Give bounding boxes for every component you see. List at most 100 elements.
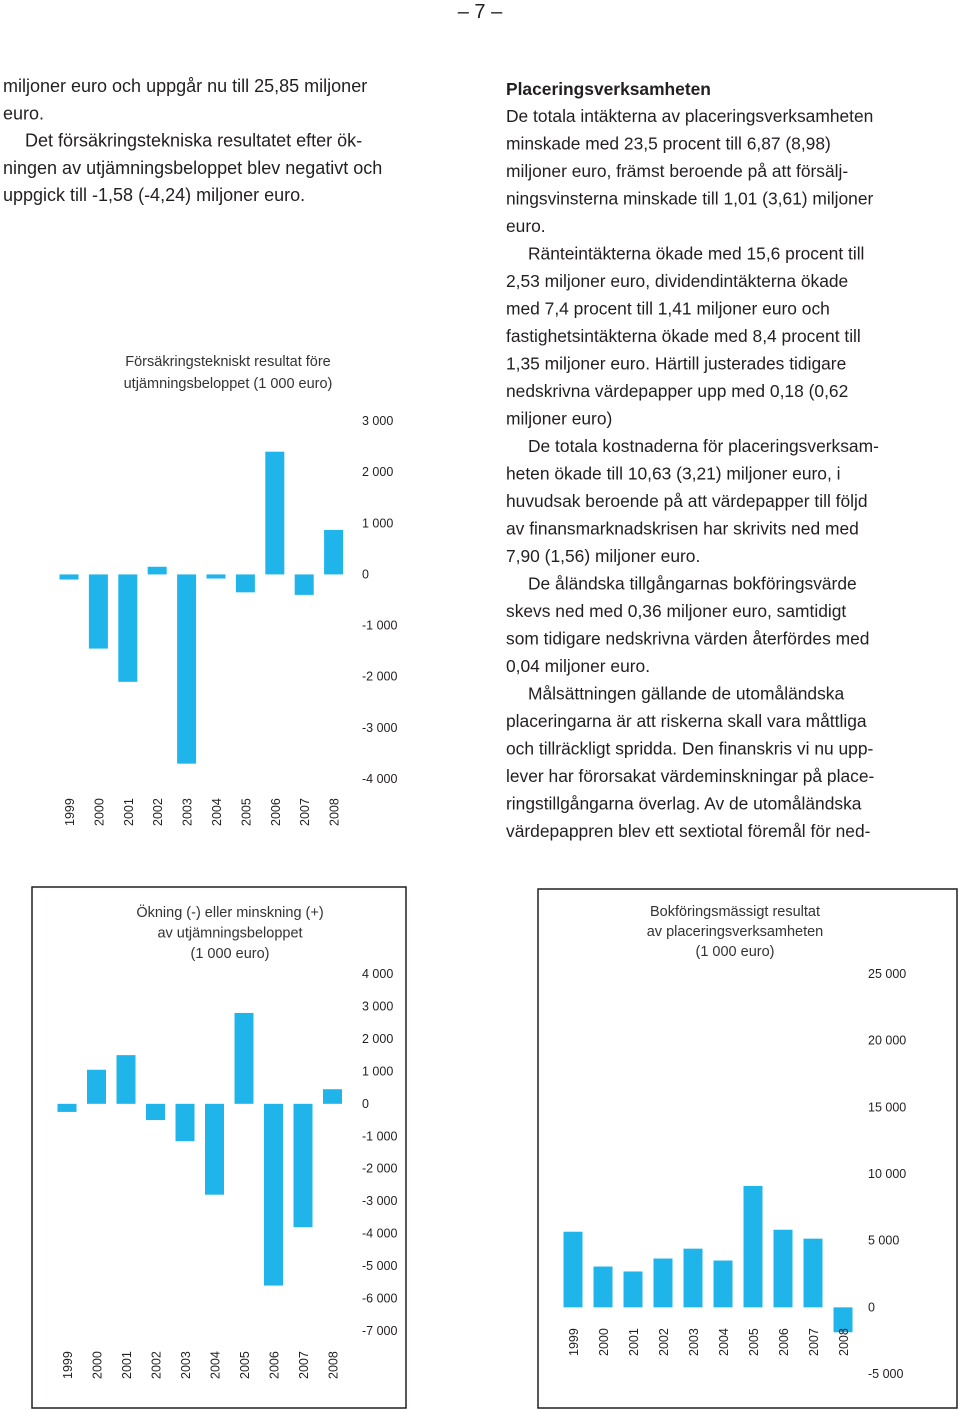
paragraph-line: ningen av utjämningsbeloppet blev negati…	[3, 158, 382, 178]
x-tick-label: 2000	[92, 798, 106, 826]
bar	[175, 1103, 195, 1142]
y-tick-label: -6 000	[362, 1292, 397, 1306]
section-heading: Placeringsverksamheten	[506, 79, 711, 99]
bar	[88, 574, 108, 649]
paragraph-line: 2,53 miljoner euro, dividendintäkterna ö…	[506, 271, 848, 291]
x-tick-label: 2002	[151, 798, 165, 826]
y-tick-label: 25 000	[868, 967, 906, 981]
bar	[293, 1103, 313, 1228]
paragraph-line: De totala intäkterna av placeringsverksa…	[506, 106, 873, 126]
x-tick-label: 2001	[120, 1351, 134, 1379]
x-tick-label: 1999	[63, 798, 77, 826]
paragraph-line: ningsvinsterna minskade till 1,01 (3,61)…	[506, 189, 874, 209]
x-tick-label: 2004	[210, 798, 224, 826]
bar	[87, 1069, 106, 1104]
bar	[116, 1055, 136, 1104]
x-tick-label: 2007	[298, 798, 312, 826]
chart-title: av placeringsverksamheten	[647, 924, 824, 940]
bar	[177, 574, 197, 764]
bar	[713, 1260, 733, 1308]
y-tick-label: -2 000	[362, 1162, 397, 1176]
y-tick-label: 1 000	[362, 516, 393, 530]
bar	[593, 1266, 613, 1308]
paragraph-line: Ränteintäkterna ökade med 15,6 procent t…	[528, 244, 864, 264]
x-tick-label: 2005	[238, 1351, 252, 1379]
y-tick-label: 5 000	[868, 1234, 899, 1248]
bar	[147, 566, 167, 575]
y-tick-label: -5 000	[362, 1259, 397, 1273]
y-tick-label: 0	[362, 567, 369, 581]
chart-frame	[537, 888, 958, 1409]
paragraph-line: miljoner euro, främst beroende på att fö…	[506, 161, 848, 181]
y-tick-label: 2 000	[362, 465, 393, 479]
chart-title: Ökning (-) eller minskning (+)	[136, 903, 323, 921]
x-tick-label: 2002	[657, 1328, 671, 1356]
y-tick-label: 1 000	[362, 1064, 393, 1078]
y-tick-label: -4 000	[362, 772, 397, 786]
paragraph-line: ringstillgångarna överlag. Av de utomålä…	[506, 794, 862, 814]
paragraph-line: med 7,4 procent till 1,41 miljoner euro …	[506, 299, 830, 319]
paragraph-line: De totala kostnaderna för placeringsverk…	[528, 436, 879, 456]
x-tick-label: 2001	[627, 1328, 641, 1356]
x-tick-label: 2004	[209, 1351, 223, 1379]
x-tick-label: 2002	[150, 1351, 164, 1379]
x-tick-label: 1999	[567, 1328, 581, 1356]
paragraph-line: 0,04 miljoner euro.	[506, 656, 650, 676]
chart-title: (1 000 euro)	[696, 944, 775, 960]
paragraph-line: Det försäkringstekniska resultatet efter…	[25, 131, 362, 151]
bar	[57, 1103, 77, 1112]
bar	[118, 574, 138, 682]
bar	[653, 1258, 673, 1308]
x-tick-label: 2003	[181, 798, 195, 826]
paragraph-line: euro.	[506, 216, 546, 236]
y-tick-label: 4 000	[362, 967, 393, 981]
x-tick-label: 2006	[268, 1351, 282, 1379]
bar	[206, 574, 226, 579]
x-tick-label: 2003	[687, 1328, 701, 1356]
bar	[623, 1271, 643, 1308]
y-tick-label: -5 000	[868, 1367, 903, 1381]
paragraph-line: som tidigare nedskrivna värden återförde…	[506, 629, 869, 649]
chart-title: Försäkringstekniskt resultat före	[125, 354, 331, 370]
y-tick-label: 3 000	[362, 414, 393, 428]
y-tick-label: -3 000	[362, 1194, 397, 1208]
bar	[683, 1248, 703, 1308]
x-tick-label: 2005	[239, 798, 253, 826]
paragraph-line: och tillräckligt spridda. Den finanskris…	[506, 739, 874, 759]
bar	[264, 1103, 283, 1286]
x-tick-label: 2000	[91, 1351, 105, 1379]
x-tick-label: 2000	[597, 1328, 611, 1356]
y-tick-label: -1 000	[362, 1129, 397, 1143]
x-tick-label: 2006	[777, 1328, 791, 1356]
paragraph-line: fastighetsintäkterna ökade med 8,4 proce…	[506, 326, 861, 346]
bar	[205, 1103, 224, 1195]
paragraph-line: värdepappren blev ett sextiotal föremål …	[506, 821, 871, 841]
y-tick-label: 10 000	[868, 1167, 906, 1181]
y-tick-label: 0	[868, 1300, 875, 1314]
paragraph-line: av finansmarknadskrisen har skrivits ned…	[506, 519, 859, 539]
y-tick-label: -1 000	[362, 619, 397, 633]
paragraph-line: heten ökade till 10,63 (3,21) miljoner e…	[506, 464, 840, 484]
bar	[234, 1012, 254, 1104]
x-tick-label: 2008	[327, 1351, 341, 1379]
bar	[323, 1089, 342, 1104]
x-tick-label: 2004	[717, 1328, 731, 1356]
chart-frame	[31, 886, 407, 1409]
paragraph-line: placeringarna är att riskerna skall vara…	[506, 711, 867, 731]
y-tick-label: -2 000	[362, 670, 397, 684]
bar	[773, 1229, 793, 1308]
paragraph-line: 1,35 miljoner euro. Härtill justerades t…	[506, 354, 846, 374]
x-tick-label: 1999	[61, 1351, 75, 1379]
bar	[833, 1307, 853, 1333]
x-tick-label: 2005	[747, 1328, 761, 1356]
y-tick-label: 0	[362, 1097, 369, 1111]
x-tick-label: 2007	[807, 1328, 821, 1356]
bar	[324, 529, 344, 575]
paragraph-line: huvudsak beroende på att värdepapper til…	[506, 491, 868, 511]
paragraph-line: skevs ned med 0,36 miljoner euro, samtid…	[506, 601, 846, 621]
y-tick-label: 15 000	[868, 1100, 906, 1114]
y-tick-label: 20 000	[868, 1034, 906, 1048]
paragraph-line: 7,90 (1,56) miljoner euro.	[506, 546, 700, 566]
bar	[146, 1103, 165, 1121]
